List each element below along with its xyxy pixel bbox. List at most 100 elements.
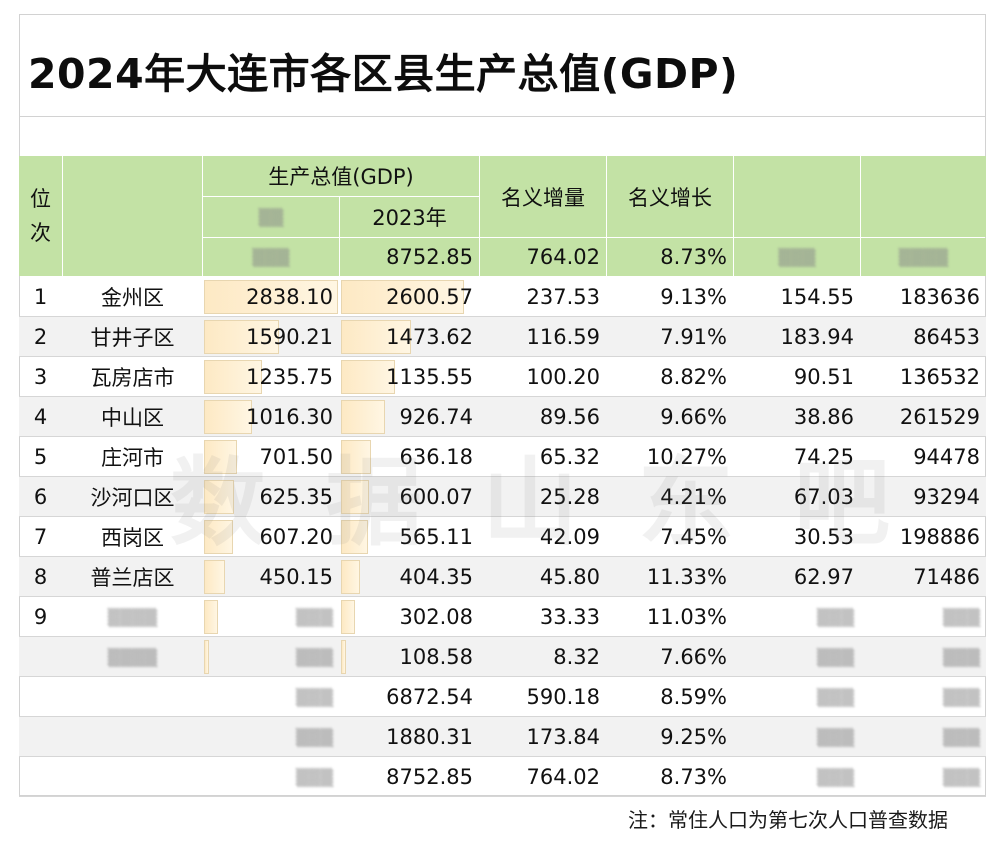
row-divider bbox=[19, 796, 986, 797]
row-zebra-bg bbox=[19, 397, 986, 437]
row-divider bbox=[19, 396, 986, 397]
cell-growth: 7.45% bbox=[660, 525, 727, 549]
row-zebra-bg bbox=[19, 717, 986, 757]
cell-gdp-2023: 636.18 bbox=[399, 445, 473, 469]
row-divider bbox=[19, 476, 986, 477]
cell-name: ▒▒▒▒ bbox=[63, 637, 202, 677]
row-divider bbox=[19, 436, 986, 437]
cell-col7: ▒▒▒ bbox=[734, 677, 860, 717]
cell-gdp-2023: 565.11 bbox=[399, 525, 473, 549]
obscured-value: ▒▒▒ bbox=[296, 647, 333, 667]
cell-name: 沙河口区 bbox=[90, 486, 175, 510]
cell-increase: 116.59 bbox=[526, 325, 600, 349]
data-bar bbox=[341, 440, 371, 474]
cell-name: ▒▒▒▒ bbox=[63, 597, 202, 637]
data-bar bbox=[204, 520, 233, 554]
total-col8: ▒▒▒▒ bbox=[861, 238, 986, 276]
total-growth: 8.73% bbox=[607, 238, 733, 276]
cell-rank: 9 bbox=[33, 605, 48, 629]
row-divider bbox=[19, 636, 986, 637]
header-col8 bbox=[861, 156, 986, 237]
cell-col8: 136532 bbox=[899, 365, 980, 389]
cell-col7: ▒▒▒ bbox=[734, 637, 860, 677]
cell-increase: 33.33 bbox=[539, 605, 600, 629]
row-zebra-bg bbox=[19, 557, 986, 597]
data-bar bbox=[204, 600, 218, 634]
header-growth: 名义增长 bbox=[607, 156, 733, 237]
cell-rank: 5 bbox=[33, 445, 48, 469]
cell-col8: ▒▒▒ bbox=[861, 757, 986, 797]
row-zebra-bg bbox=[19, 317, 986, 357]
obscured-value: ▒▒▒ bbox=[817, 727, 854, 747]
data-bar bbox=[204, 280, 338, 314]
cell-name: 甘井子区 bbox=[90, 326, 175, 350]
obscured-value: ▒▒▒ bbox=[817, 607, 854, 627]
cell-gdp-2023: 6872.54 bbox=[386, 685, 473, 709]
cell-col7: 67.03 bbox=[793, 485, 854, 509]
cell-col8: ▒▒▒ bbox=[861, 637, 986, 677]
cell-name: 西岗区 bbox=[101, 526, 164, 550]
cell-gdp-2024: ▒▒▒ bbox=[203, 597, 339, 637]
cell-col8: 94478 bbox=[913, 445, 980, 469]
data-bar bbox=[341, 560, 360, 594]
cell-increase: 65.32 bbox=[539, 445, 600, 469]
cell-col8: 183636 bbox=[899, 285, 980, 309]
total-col7: ▒▒▒ bbox=[734, 238, 860, 276]
row-divider bbox=[19, 516, 986, 517]
cell-col8: ▒▒▒ bbox=[861, 597, 986, 637]
cell-gdp-2023: 8752.85 bbox=[386, 765, 473, 789]
cell-col7: 38.86 bbox=[793, 405, 854, 429]
cell-col7: 30.53 bbox=[793, 525, 854, 549]
header-gdp-group: 生产总值(GDP) bbox=[203, 156, 479, 196]
cell-increase: 42.09 bbox=[539, 525, 600, 549]
cell-gdp-2024: 607.20 bbox=[259, 525, 333, 549]
cell-name bbox=[63, 677, 202, 717]
cell-rank: 4 bbox=[33, 405, 48, 429]
cell-gdp-2024: ▒▒▒ bbox=[203, 637, 339, 677]
data-bar bbox=[341, 640, 346, 674]
total-gdp-2024: ▒▒▒ bbox=[203, 238, 339, 276]
cell-col7: 90.51 bbox=[793, 365, 854, 389]
obscured-value: ▒▒▒ bbox=[817, 687, 854, 707]
cell-increase: 100.20 bbox=[526, 365, 600, 389]
row-divider bbox=[19, 596, 986, 597]
data-bar bbox=[204, 360, 262, 394]
data-bar bbox=[341, 280, 464, 314]
data-bar bbox=[204, 400, 252, 434]
cell-rank: 1 bbox=[33, 285, 48, 309]
cell-col7: 74.25 bbox=[793, 445, 854, 469]
cell-rank: 3 bbox=[33, 365, 48, 389]
cell-gdp-2023: 1473.62 bbox=[386, 325, 473, 349]
cell-name: 中山区 bbox=[101, 406, 164, 430]
header-col-2024: ▒▒ bbox=[203, 197, 339, 237]
row-divider bbox=[19, 756, 986, 757]
data-bar bbox=[341, 520, 368, 554]
cell-growth: 11.03% bbox=[646, 605, 727, 629]
cell-gdp-2024: 1590.21 bbox=[246, 325, 333, 349]
cell-growth: 8.59% bbox=[660, 685, 727, 709]
cell-gdp-2024: 450.15 bbox=[259, 565, 333, 589]
cell-gdp-2024: ▒▒▒ bbox=[203, 677, 339, 717]
total-gdp-2023: 8752.85 bbox=[340, 238, 479, 276]
cell-gdp-2023: 1880.31 bbox=[386, 725, 473, 749]
data-bar bbox=[204, 480, 234, 514]
cell-name: 瓦房店市 bbox=[90, 366, 175, 390]
cell-growth: 9.13% bbox=[660, 285, 727, 309]
row-divider bbox=[19, 316, 986, 317]
row-divider bbox=[19, 716, 986, 717]
cell-name bbox=[63, 757, 202, 797]
data-bar bbox=[204, 440, 237, 474]
cell-growth: 9.25% bbox=[660, 725, 727, 749]
obscured-value: ▒▒▒ bbox=[296, 767, 333, 787]
cell-col7: 154.55 bbox=[780, 285, 854, 309]
obscured-value: ▒▒▒ bbox=[943, 647, 980, 667]
cell-name: 金州区 bbox=[101, 286, 164, 310]
cell-rank bbox=[19, 757, 62, 797]
cell-gdp-2024: 625.35 bbox=[259, 485, 333, 509]
header-rank-char: 位 bbox=[30, 187, 51, 211]
cell-rank bbox=[19, 677, 62, 717]
cell-growth: 8.73% bbox=[660, 765, 727, 789]
cell-gdp-2023: 2600.57 bbox=[386, 285, 473, 309]
cell-gdp-2023: 302.08 bbox=[399, 605, 473, 629]
cell-growth: 4.21% bbox=[660, 485, 727, 509]
